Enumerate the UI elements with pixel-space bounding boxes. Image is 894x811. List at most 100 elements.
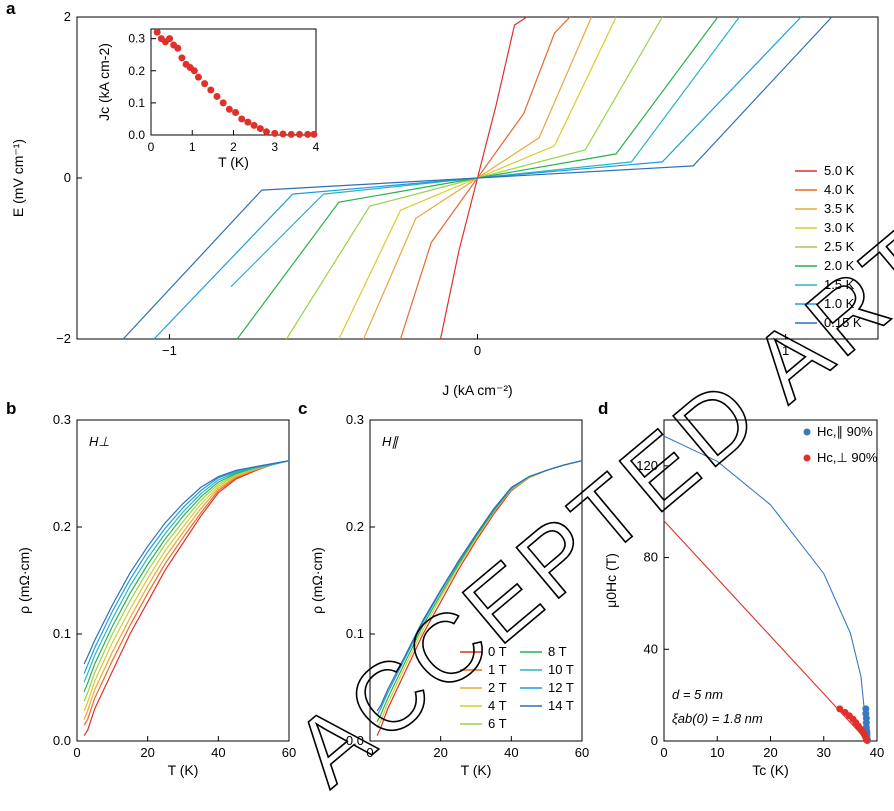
- data-point: [296, 130, 303, 138]
- legend-marker: [803, 428, 811, 436]
- panel-label: d: [598, 399, 608, 418]
- legend-label: 5.0 K: [824, 163, 855, 178]
- y-tick-label: 0.2: [128, 64, 145, 78]
- legend-label: Hc,∥ 90%: [817, 424, 873, 439]
- y-tick-label: 120: [636, 458, 658, 473]
- y-axis-label: μ0Hc (T): [603, 553, 619, 608]
- data-point: [201, 80, 209, 88]
- data-point: [836, 705, 844, 713]
- y-tick-label: 0: [64, 170, 71, 185]
- legend-label: 6 T: [488, 716, 507, 731]
- data-point: [166, 35, 174, 43]
- x-axis-label: Tc (K): [752, 762, 789, 778]
- y-tick-label: 0.3: [53, 412, 71, 427]
- y-axis-label: ρ (mΩ·cm): [16, 547, 32, 614]
- x-tick-label: 1: [189, 140, 196, 154]
- x-tick-label: 20: [763, 745, 777, 760]
- series-line-0.15-K: [122, 16, 833, 340]
- panel-d: d 0 10 20 30 40 0 40 80 120 Tc (K) μ0Hc (T) Hc,∥ 90%…: [598, 399, 884, 778]
- fit-line: [663, 520, 868, 742]
- x-tick-label: 20: [433, 745, 447, 760]
- series-line-4.0-K: [399, 16, 571, 340]
- y-tick-label: 0.3: [128, 32, 145, 46]
- panel-label: a: [6, 0, 16, 18]
- field-orientation-label: H⊥: [89, 434, 110, 449]
- y-tick-label: 0: [651, 733, 658, 748]
- panel-a-inset: 0 1 2 3 4 0.0 0.1 0.2 0.3 T (K) Jc (kA cm-2): [96, 28, 320, 170]
- legend-label: 0 T: [488, 644, 507, 659]
- data-point: [153, 28, 161, 36]
- x-tick-label: 20: [140, 745, 154, 760]
- legend-label: 1.0 K: [824, 296, 855, 311]
- x-tick-label: 2: [230, 140, 237, 154]
- panel-label: c: [298, 399, 307, 418]
- data-point: [190, 67, 198, 75]
- panel-b: b 0 20 40 60 0.0 0.1 0.2 0.3 T (K) ρ (mΩ·cm) H⊥: [6, 399, 296, 778]
- data-point: [219, 99, 227, 107]
- data-point: [263, 128, 270, 136]
- data-point: [256, 125, 264, 133]
- x-tick-label: 3: [271, 140, 278, 154]
- legend-label: 2 T: [488, 680, 507, 695]
- series-line-0-T: [83, 460, 290, 736]
- data-point: [271, 129, 279, 137]
- x-tick-label: 40: [870, 745, 884, 760]
- x-tick-label: 60: [575, 745, 589, 760]
- x-tick-label: 40: [211, 745, 225, 760]
- series-line-2-T: [83, 460, 290, 720]
- series-line-12-T: [83, 460, 290, 674]
- plot-frame: [76, 419, 290, 742]
- panel-a: a −1 0 1 −2 0 2 J (kA cm⁻²) E (mV cm⁻¹) 5.0 K 4.0 …: [6, 0, 879, 398]
- y-tick-label: 0.3: [346, 412, 364, 427]
- x-tick-label: 10: [710, 745, 724, 760]
- x-tick-label: 1: [782, 343, 789, 358]
- annotation: d = 5 nm: [672, 687, 723, 702]
- legend-label: 2.5 K: [824, 239, 855, 254]
- x-tick-label: 0: [660, 745, 667, 760]
- y-axis-label: E (mV cm⁻¹): [10, 139, 26, 217]
- legend-label: 12 T: [548, 680, 574, 695]
- data-point: [287, 130, 295, 138]
- y-tick-label: 0.0: [346, 733, 364, 748]
- series-line-1.5-K: [230, 16, 740, 288]
- y-tick-label: 0.1: [128, 96, 145, 110]
- y-tick-label: −2: [56, 331, 71, 346]
- data-point: [863, 736, 871, 744]
- x-axis-label: T (K): [461, 762, 492, 778]
- x-tick-label: −1: [162, 343, 177, 358]
- panel-label: b: [6, 399, 16, 418]
- data-point: [232, 109, 240, 117]
- data-point: [244, 118, 252, 126]
- x-tick-label: 40: [504, 745, 518, 760]
- legend-label: 3.0 K: [824, 220, 855, 235]
- data-point: [178, 54, 186, 62]
- legend-label: 3.5 K: [824, 201, 855, 216]
- x-axis-label: T (K): [218, 154, 249, 170]
- legend-label: 4.0 K: [824, 182, 855, 197]
- y-tick-label: 0.1: [53, 626, 71, 641]
- data-point: [194, 73, 202, 81]
- y-tick-label: 0.1: [346, 626, 364, 641]
- legend-label: Hc,⊥ 90%: [817, 450, 878, 465]
- x-tick-label: 0: [474, 343, 481, 358]
- y-tick-label: 80: [644, 550, 658, 565]
- data-point: [279, 130, 287, 138]
- data-point: [225, 105, 233, 113]
- series-line-5.0-K: [439, 16, 528, 340]
- annotation: ξab(0) = 1.8 nm: [672, 711, 763, 726]
- legend-label: 0.15 K: [824, 315, 862, 330]
- x-tick-label: 4: [313, 140, 320, 154]
- y-axis-label: ρ (mΩ·cm): [309, 547, 325, 614]
- x-tick-label: 0: [148, 140, 155, 154]
- series-line-14-T: [83, 460, 290, 665]
- data-point: [207, 86, 215, 94]
- legend-marker: [803, 454, 811, 462]
- legend-label: 1 T: [488, 662, 507, 677]
- data-point: [174, 44, 182, 52]
- series-line-8-T: [83, 460, 290, 693]
- y-tick-label: 40: [644, 641, 658, 656]
- series-line-10-T: [83, 460, 290, 683]
- y-tick-label: 0.2: [346, 519, 364, 534]
- data-point: [238, 115, 246, 123]
